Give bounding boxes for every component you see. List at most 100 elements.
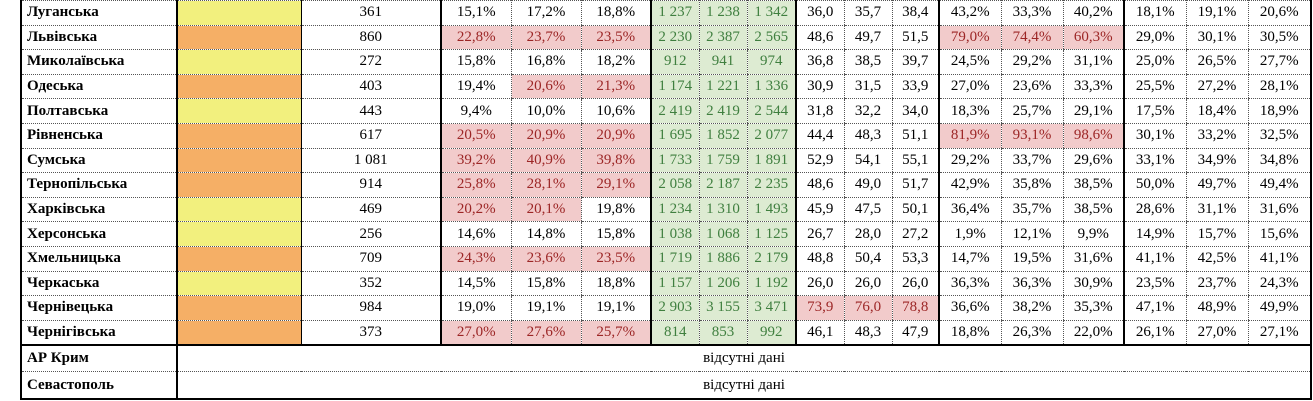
data-cell: 1 493 — [746, 197, 796, 223]
data-cell: 18,3% — [938, 98, 1001, 124]
data-cell: 36,6% — [938, 295, 1001, 321]
color-swatch-cell — [176, 295, 301, 321]
data-cell: 18,8% — [580, 0, 651, 26]
region-name-cell: Чернігівська — [21, 320, 177, 346]
data-cell: 30,1% — [1185, 25, 1248, 51]
color-swatch-cell — [176, 221, 301, 247]
table-row: Луганська 361 15,1% 17,2% 18,8% 1 237 1 238 1 3… — [21, 0, 1311, 26]
color-swatch-cell — [176, 320, 301, 346]
data-cell: 16,8% — [510, 49, 581, 75]
data-cell: 30,9 — [795, 74, 844, 100]
data-cell: 46,1 — [795, 320, 844, 346]
data-cell: 51,7 — [891, 172, 939, 198]
data-cell: 1 174 — [650, 74, 699, 100]
color-swatch-cell — [176, 98, 301, 124]
data-cell: 2 235 — [746, 172, 796, 198]
data-cell: 17,2% — [510, 0, 581, 26]
data-cell: 2 419 — [650, 98, 699, 124]
data-cell: 15,6% — [1247, 221, 1311, 247]
data-cell: 992 — [746, 320, 796, 346]
data-cell: 18,8% — [580, 271, 651, 297]
region-name-cell: Черкаська — [21, 271, 177, 297]
data-cell: 25,8% — [440, 172, 511, 198]
data-cell: 29,2% — [938, 148, 1001, 174]
data-cell: 41,1% — [1247, 246, 1311, 272]
data-cell: 14,7% — [938, 246, 1001, 272]
data-cell: 19,4% — [440, 74, 511, 100]
data-cell: 1 237 — [650, 0, 699, 26]
data-cell: 23,6% — [510, 246, 581, 272]
data-cell: 49,0 — [843, 172, 892, 198]
data-cell: 2 419 — [698, 98, 747, 124]
data-cell: 35,3% — [1062, 295, 1124, 321]
data-cell: 35,7 — [843, 0, 892, 26]
data-cell: 21,3% — [580, 74, 651, 100]
data-cell: 20,9% — [580, 123, 651, 149]
data-cell: 38,5% — [1062, 197, 1124, 223]
data-cell: 19,0% — [440, 295, 511, 321]
data-cell: 30,5% — [1247, 25, 1311, 51]
data-cell: 35,8% — [1000, 172, 1063, 198]
data-cell: 48,3 — [843, 320, 892, 346]
data-cell: 54,1 — [843, 148, 892, 174]
data-cell: 31,6% — [1247, 197, 1311, 223]
region-name-cell: Херсонська — [21, 221, 177, 247]
data-cell: 1 886 — [698, 246, 747, 272]
region-name-cell: Хмельницька — [21, 246, 177, 272]
color-swatch-cell — [176, 148, 301, 174]
data-cell: 27,0% — [440, 320, 511, 346]
data-cell: 1 336 — [746, 74, 796, 100]
data-cell: 22,0% — [1062, 320, 1124, 346]
data-cell: 1 221 — [698, 74, 747, 100]
table-row: Рівненська 617 20,5% 20,9% 20,9% 1 695 1 852 2 … — [21, 123, 1311, 149]
data-cell: 81,9% — [938, 123, 1001, 149]
data-cell: 27,6% — [510, 320, 581, 346]
data-cell: 27,7% — [1247, 49, 1311, 75]
data-cell: 29,2% — [1000, 49, 1063, 75]
data-cell: 31,1% — [1185, 197, 1248, 223]
data-cell: 44,4 — [795, 123, 844, 149]
data-cell: 26,0 — [843, 271, 892, 297]
count-cell: 709 — [300, 246, 441, 272]
data-cell: 1 852 — [698, 123, 747, 149]
data-cell: 47,9 — [891, 320, 939, 346]
data-cell: 33,3% — [1000, 0, 1063, 26]
data-cell: 14,9% — [1123, 221, 1186, 247]
data-cell: 19,5% — [1000, 246, 1063, 272]
data-cell: 74,4% — [1000, 25, 1063, 51]
table-row: Сумська 1 081 39,2% 40,9% 39,8% 1 733 1 759 1 8… — [21, 148, 1311, 174]
table-body: Луганська 361 15,1% 17,2% 18,8% 1 237 1 238 1 3… — [21, 0, 1311, 399]
data-cell: 18,4% — [1185, 98, 1248, 124]
count-cell: 617 — [300, 123, 441, 149]
data-cell: 47,1% — [1123, 295, 1186, 321]
data-cell: 53,3 — [891, 246, 939, 272]
missing-data-row: АР Крим відсутні дані — [21, 343, 1311, 373]
table-row: Черкаська 352 14,5% 15,8% 18,8% 1 157 1 206 1 1… — [21, 271, 1311, 297]
color-swatch-cell — [176, 49, 301, 75]
data-cell: 32,5% — [1247, 123, 1311, 149]
count-cell: 914 — [300, 172, 441, 198]
data-cell: 32,2 — [843, 98, 892, 124]
data-cell: 1 234 — [650, 197, 699, 223]
data-cell: 10,0% — [510, 98, 581, 124]
data-cell: 15,1% — [440, 0, 511, 26]
missing-data-row: Севастополь відсутні дані — [21, 371, 1311, 399]
data-cell: 974 — [746, 49, 796, 75]
data-cell: 20,1% — [510, 197, 581, 223]
data-cell: 27,2% — [1185, 74, 1248, 100]
data-cell: 1 238 — [698, 0, 747, 26]
region-name-cell: Луганська — [21, 0, 177, 26]
data-cell: 31,6% — [1062, 246, 1124, 272]
color-swatch-cell — [176, 74, 301, 100]
data-cell: 14,5% — [440, 271, 511, 297]
data-cell: 48,6 — [795, 25, 844, 51]
region-name-cell: Тернопільська — [21, 172, 177, 198]
data-cell: 1 068 — [698, 221, 747, 247]
data-cell: 15,8% — [580, 221, 651, 247]
data-cell: 30,1% — [1123, 123, 1186, 149]
missing-data-cell: відсутні дані — [176, 371, 1311, 399]
data-cell: 25,7% — [580, 320, 651, 346]
data-cell: 3 471 — [746, 295, 796, 321]
data-cell: 48,6 — [795, 172, 844, 198]
table-row: Тернопільська 914 25,8% 28,1% 29,1% 2 058 2 18… — [21, 172, 1311, 198]
